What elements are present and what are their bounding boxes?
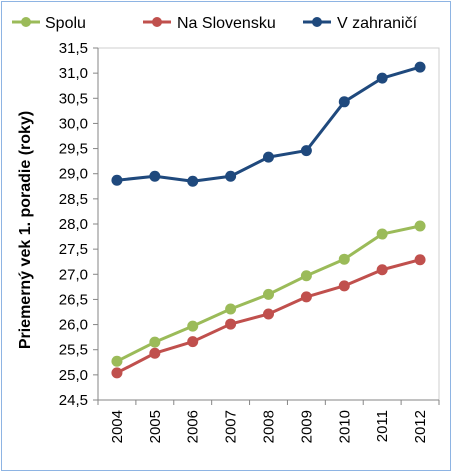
y-tick-label: 26,0	[59, 317, 88, 334]
y-tick-label: 27,5	[59, 241, 88, 258]
legend-item-v-zahranici: V zahraničí	[303, 15, 418, 32]
series-v-zahrani-	[111, 61, 426, 187]
data-point	[338, 96, 350, 108]
legend-marker-na-slovensku	[152, 17, 162, 27]
x-tick-label: 2005	[147, 410, 164, 443]
y-tick-label: 30,0	[59, 115, 88, 132]
data-point	[149, 336, 161, 348]
y-tick-label: 25,5	[59, 342, 88, 359]
legend: Spolu Na Slovensku V zahraničí	[12, 15, 418, 32]
y-tick-labels: 24,5 25,0 25,5 26,0 26,5 27,0 27,5 28,0 28,5 29,0…	[59, 40, 98, 409]
y-axis-title: Priemerný vek 1. poradie (roky)	[17, 111, 34, 349]
data-point	[338, 253, 350, 265]
legend-item-spolu: Spolu	[12, 15, 86, 32]
x-tick-label: 2004	[109, 410, 126, 443]
data-point	[414, 220, 426, 232]
data-point	[376, 228, 388, 240]
legend-item-na-slovensku: Na Slovensku	[143, 15, 276, 32]
x-tick-label: 2012	[412, 410, 429, 443]
y-tick-label: 29,5	[59, 141, 88, 158]
data-point	[149, 170, 161, 182]
data-point	[225, 170, 237, 182]
data-point	[263, 308, 274, 320]
x-tick-label: 2006	[185, 410, 202, 443]
x-tick-labels: 2004 2005 2006 2007 2008 2009 2010 2011 2012	[97, 400, 440, 443]
data-point	[149, 347, 161, 359]
x-tick-label: 2008	[261, 410, 278, 443]
data-point	[300, 145, 312, 157]
y-tick-label: 31,5	[59, 40, 88, 57]
x-tick-label: 2009	[298, 410, 315, 443]
legend-marker-v-zahranici	[312, 17, 322, 27]
y-tick-label: 28,0	[59, 216, 88, 233]
data-point	[187, 175, 199, 187]
data-point	[111, 367, 123, 379]
data-point	[338, 280, 350, 292]
x-tick-label: 2010	[336, 410, 353, 443]
legend-label-v-zahranici: V zahraničí	[337, 15, 418, 32]
data-point	[111, 355, 123, 367]
y-tick-label: 25,0	[59, 367, 88, 384]
data-point	[187, 320, 199, 332]
series-layer	[111, 61, 426, 379]
x-tick-label: 2007	[223, 410, 240, 443]
series-spolu	[111, 220, 426, 367]
data-point	[300, 270, 312, 282]
data-point	[376, 264, 388, 276]
y-tick-label: 30,5	[59, 90, 88, 107]
y-tick-label: 26,5	[59, 291, 88, 308]
y-tick-label: 27,0	[59, 266, 88, 283]
axes	[97, 48, 439, 401]
data-point	[225, 318, 237, 330]
data-point	[414, 61, 426, 73]
data-point	[111, 174, 123, 186]
legend-marker-spolu	[21, 17, 31, 27]
data-point	[263, 288, 274, 300]
y-tick-label: 24,5	[59, 392, 88, 409]
y-tick-label: 31,0	[59, 65, 88, 82]
x-tick-label: 2011	[374, 410, 391, 442]
series-line	[116, 65, 421, 183]
series-na-slovensku	[111, 254, 426, 379]
data-point	[300, 291, 312, 303]
y-tick-label: 28,5	[59, 191, 88, 208]
data-point	[414, 254, 426, 266]
legend-label-spolu: Spolu	[45, 15, 86, 32]
y-tick-label: 29,0	[59, 166, 88, 183]
data-point	[225, 303, 237, 315]
data-point	[187, 336, 199, 348]
legend-label-na-slovensku: Na Slovensku	[177, 15, 276, 32]
data-point	[263, 151, 274, 163]
plot-area	[97, 47, 440, 401]
data-point	[376, 72, 388, 84]
